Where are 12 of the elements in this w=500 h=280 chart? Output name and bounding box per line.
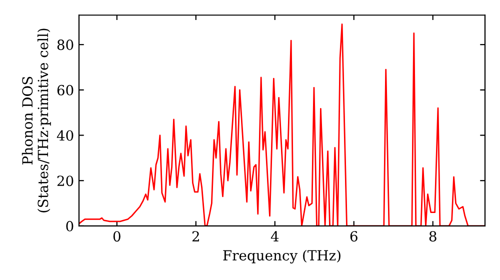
x-tick-label: 4 bbox=[270, 231, 279, 242]
y-tick-label: 40 bbox=[56, 130, 74, 141]
y-tick-label: 80 bbox=[57, 40, 74, 50]
x-tick-label: 6 bbox=[350, 231, 358, 242]
x-axis-title: Frequency (THz) bbox=[223, 250, 340, 264]
y-axis-title: Phonon DOS (States/THz·primitive cell) bbox=[22, 28, 51, 212]
y-tick-label: 0 bbox=[66, 220, 74, 232]
x-tick-label: 0 bbox=[113, 231, 120, 242]
x-tick-label: 2 bbox=[192, 231, 199, 242]
x-tick-label: 8 bbox=[429, 231, 436, 242]
y-tick-label: 60 bbox=[57, 84, 74, 96]
y-tick-label: 20 bbox=[57, 176, 74, 186]
